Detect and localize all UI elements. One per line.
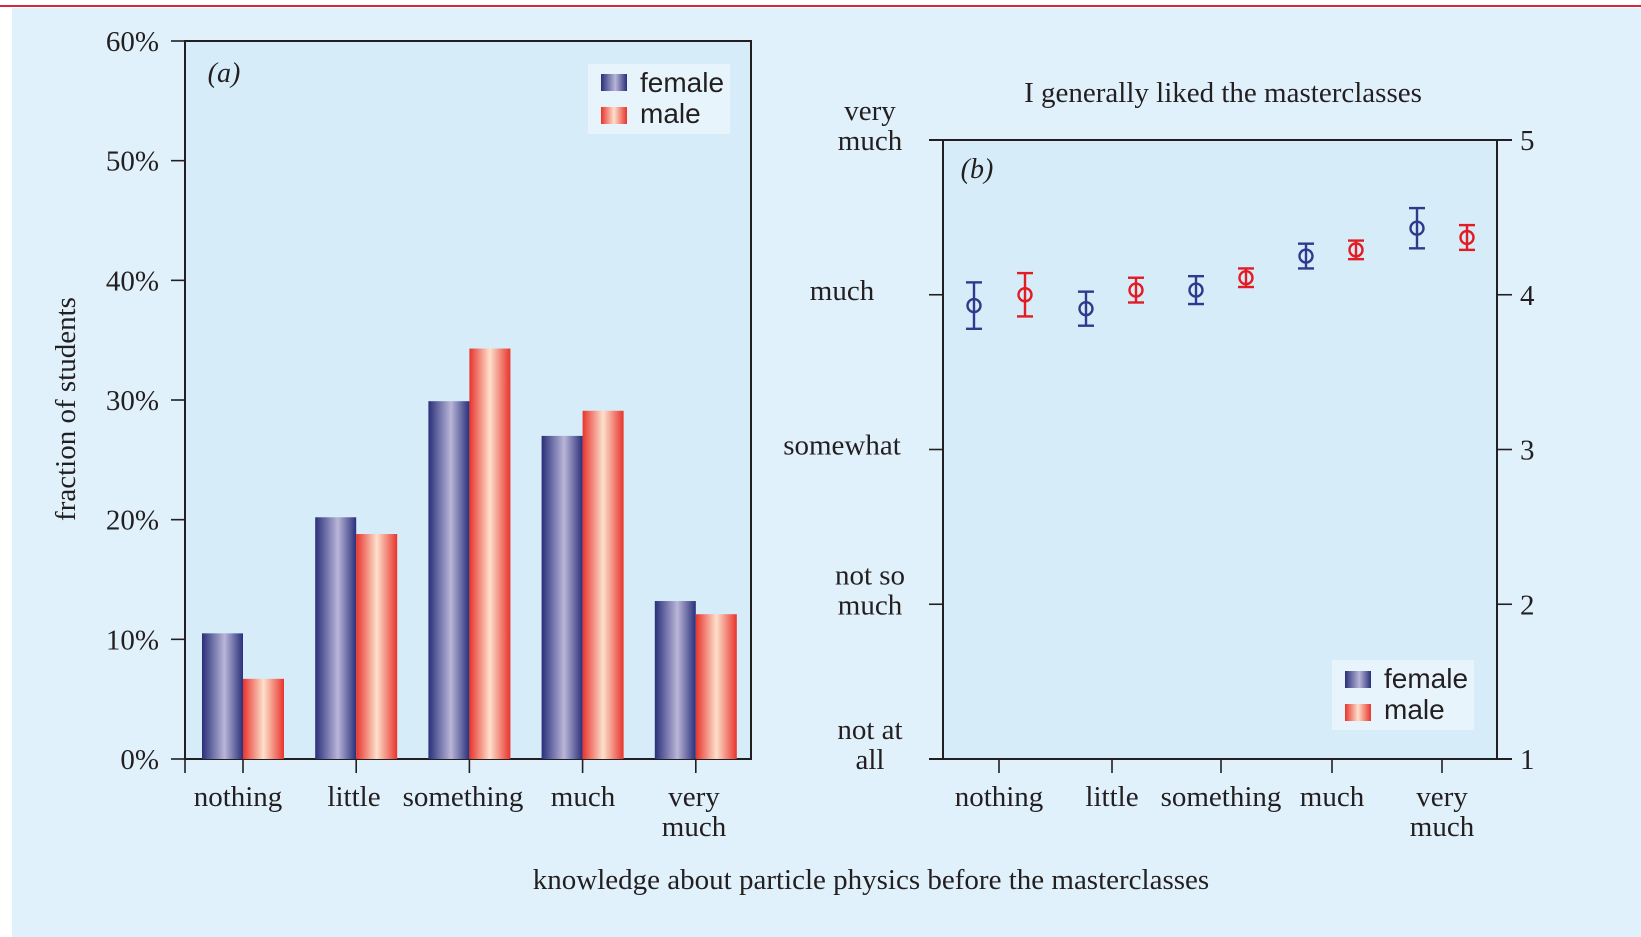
panel-b-y-tick-label-right: 1 [1520,744,1535,776]
panel-a-y-tick-label: 60% [106,26,159,58]
panel-b-point-male [1459,229,1475,246]
panel-a-y-tick-label: 30% [106,385,159,417]
panel-b-title: I generally liked the masterclasses [1024,77,1422,109]
panel-a-bar-male [243,678,284,759]
panel-a-bar-female [428,401,470,759]
panel-b-y-tick-label-left: very much [838,95,903,157]
panel-a-y-axis-label: fraction of students [50,297,82,521]
panel-a-x-tick-label: very much [662,781,727,843]
panel-a-legend-swatch-male [601,107,627,124]
panel-a-bar-male [469,348,511,759]
panel-b-legend-swatch-male [1345,704,1371,721]
panel-b-y-tick-label-left: somewhat [783,430,901,462]
panel-b-point-female [1188,282,1204,298]
panel-b-x-tick-label: nothing [955,781,1044,813]
panel-b-y-tick-label-right: 2 [1520,589,1535,621]
panel-a-bar-female [541,435,583,759]
panel-a-x-tick-label: something [403,781,524,813]
panel-b-y-tick-label-right: 4 [1520,280,1535,312]
panel-b-plot-area [943,140,1497,759]
panel-a-y-tick-label: 0% [120,744,159,776]
panel-b-point-male [1017,287,1033,303]
panel-b-legend-swatch-female [1345,671,1371,688]
shared-x-axis-label: knowledge about particle physics before … [533,864,1209,896]
panel-b-label: (b) [961,154,994,185]
panel-b-point-female [1298,248,1314,264]
panel-a-bar-female [202,633,243,759]
panel-b-x-tick-label: much [1300,781,1365,813]
panel-b-x-tick-label: very much [1410,781,1475,843]
panel-b-point-male [1238,270,1254,286]
panel-a-legend-label-male: male [640,98,701,129]
panel-b-x-tick-label: little [1085,781,1138,813]
panel-a-x-tick-label: little [327,781,380,813]
panel-a-legend-swatch-female [601,74,627,91]
panel-a-legend-label-female: female [640,67,724,98]
panel-b-point-female [1078,300,1094,317]
panel-a-bar-male [582,410,624,759]
panel-a-bar-male [695,614,737,759]
panel-a-bar-male [356,534,398,759]
panel-a-y-tick-label: 20% [106,505,159,537]
panel-b-legend-label-female: female [1384,663,1468,694]
panel-b-y-tick-label-left: not so much [835,559,905,621]
panel-b-y-tick-label-left: not at all [837,714,902,776]
panel-a-x-tick-label: nothing [194,781,283,813]
panel-a-bar-female [315,517,357,759]
panel-a-x-tick-label: much [551,781,616,813]
panel-a-label: (a) [208,58,241,89]
panel-b-y-tick-label-left: much [810,275,875,307]
panel-b-x-tick-label: something [1161,781,1282,813]
panel-a-bar-female [654,601,696,759]
panel-b-legend-label-male: male [1384,694,1445,725]
panel-b-y-tick-label-right: 3 [1520,435,1535,467]
panel-a-y-tick-label: 10% [106,624,159,656]
panel-b-point-male [1348,242,1364,258]
panel-b-point-female [966,297,982,314]
panel-b-y-tick-label-right: 5 [1520,125,1535,157]
panel-a-y-tick-label: 40% [106,265,159,297]
panel-b-point-female [1409,220,1425,236]
panel-a-y-tick-label: 50% [106,146,159,178]
panel-b-point-male [1128,282,1144,298]
